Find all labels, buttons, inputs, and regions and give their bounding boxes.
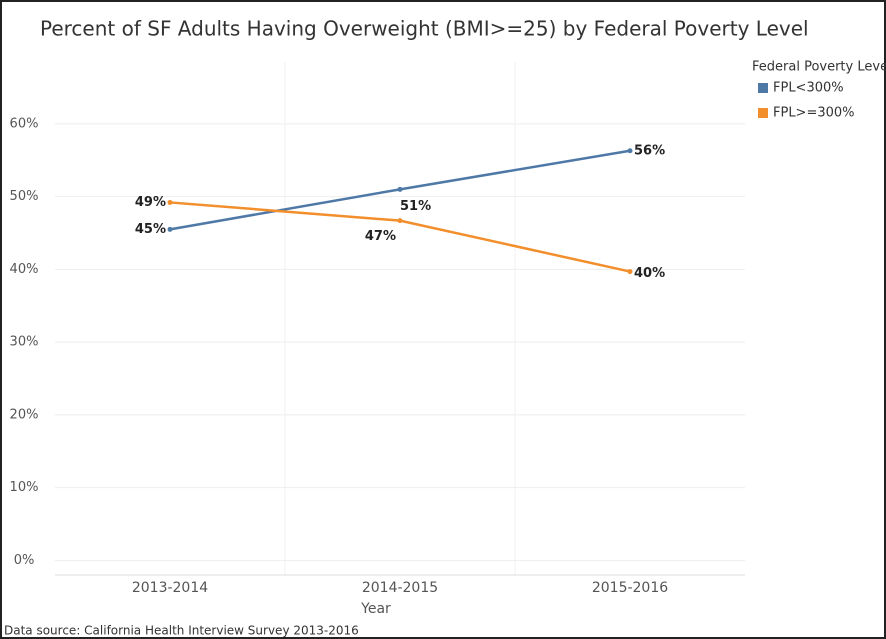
data-point — [397, 218, 403, 224]
chart-title: Percent of SF Adults Having Overweight (… — [40, 17, 809, 41]
y-tick-label: 40% — [10, 262, 39, 277]
y-tick-label: 30% — [10, 335, 39, 350]
data-point — [167, 226, 173, 232]
x-tick-label: 2013-2014 — [132, 580, 208, 596]
data-point — [627, 269, 633, 275]
data-point — [167, 199, 173, 205]
legend-title: Federal Poverty Leve — [752, 60, 886, 75]
legend-label: FPL<300% — [773, 81, 844, 96]
data-point — [397, 186, 403, 192]
x-axis-label: Year — [360, 601, 391, 617]
data-label: 45% — [135, 222, 166, 237]
data-label: 47% — [365, 229, 396, 244]
legend-swatch — [758, 83, 768, 93]
x-tick-label: 2014-2015 — [362, 580, 438, 596]
data-point — [627, 148, 633, 154]
data-label: 49% — [135, 195, 166, 210]
x-tick-label: 2015-2016 — [592, 580, 668, 596]
y-tick-label: 0% — [14, 553, 35, 568]
y-tick-label: 10% — [10, 480, 39, 495]
data-label: 40% — [634, 266, 665, 281]
legend-label: FPL>=300% — [773, 106, 855, 121]
y-tick-label: 20% — [10, 407, 39, 422]
y-tick-label: 60% — [10, 116, 39, 131]
source-note: Data source: California Health Interview… — [4, 624, 359, 638]
legend-swatch — [758, 108, 768, 118]
data-label: 56% — [634, 143, 665, 158]
y-tick-label: 50% — [10, 189, 39, 204]
data-label: 51% — [400, 199, 431, 214]
